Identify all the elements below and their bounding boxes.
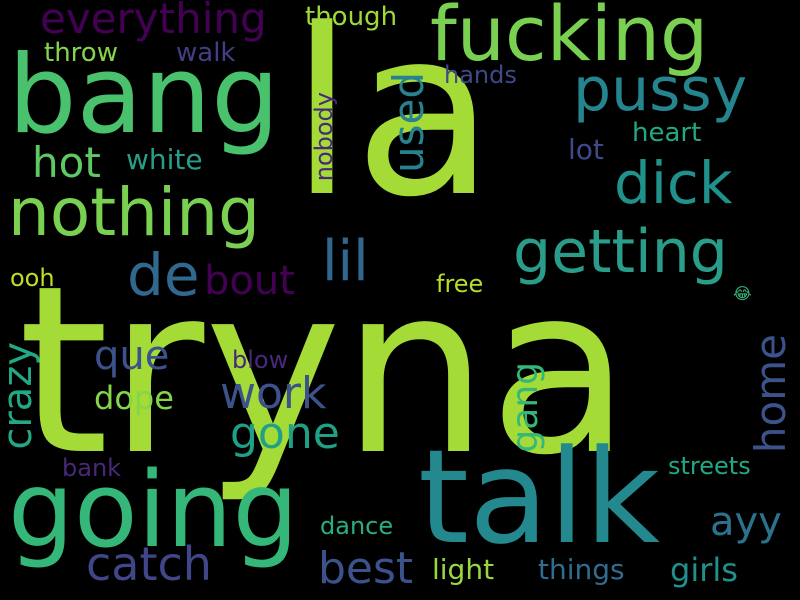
- word-tears-of-joy-emoji: 😂: [733, 284, 752, 303]
- word-catch: catch: [86, 537, 212, 591]
- word-used: used: [384, 72, 433, 174]
- word-que: que: [94, 333, 170, 379]
- word-streets: streets: [668, 452, 751, 480]
- word-going: going: [8, 449, 299, 571]
- word-ooh: ooh: [10, 264, 55, 292]
- word-dick: dick: [614, 149, 733, 217]
- word-fucking: fucking: [430, 0, 709, 78]
- word-lil: lil: [322, 229, 369, 294]
- word-heart: heart: [632, 118, 702, 148]
- word-everything: everything: [40, 0, 267, 43]
- word-gone: gone: [230, 408, 340, 459]
- word-getting: getting: [513, 217, 728, 287]
- word-nobody: nobody: [310, 92, 338, 182]
- word-la: la: [290, 0, 495, 248]
- word-blow: blow: [232, 346, 289, 374]
- word-nothing: nothing: [8, 174, 260, 251]
- word-talk: talk: [418, 421, 661, 573]
- word-girls: girls: [670, 551, 738, 589]
- word-hands: hands: [444, 61, 517, 89]
- word-lot: lot: [568, 133, 604, 166]
- word-light: light: [432, 553, 495, 586]
- word-white: white: [126, 143, 203, 176]
- word-ayy: ayy: [710, 499, 782, 545]
- word-walk: walk: [176, 38, 236, 68]
- word-throw: throw: [44, 38, 118, 68]
- word-though: though: [305, 2, 398, 32]
- word-home: home: [746, 334, 795, 454]
- word-tryna: tryna: [18, 236, 631, 506]
- word-bank: bank: [62, 454, 122, 482]
- word-de: de: [127, 241, 200, 309]
- word-pussy: pussy: [573, 55, 748, 125]
- word-things: things: [538, 553, 625, 586]
- word-crazy: crazy: [0, 342, 41, 450]
- word-dope: dope: [94, 379, 174, 417]
- word-bout: bout: [204, 258, 295, 304]
- word-gang: gang: [505, 362, 546, 453]
- word-hot: hot: [32, 138, 101, 187]
- word-bang: bang: [8, 33, 280, 158]
- word-free: free: [436, 270, 484, 298]
- word-dance: dance: [320, 512, 394, 540]
- word-work: work: [220, 368, 327, 419]
- word-best: best: [318, 543, 414, 594]
